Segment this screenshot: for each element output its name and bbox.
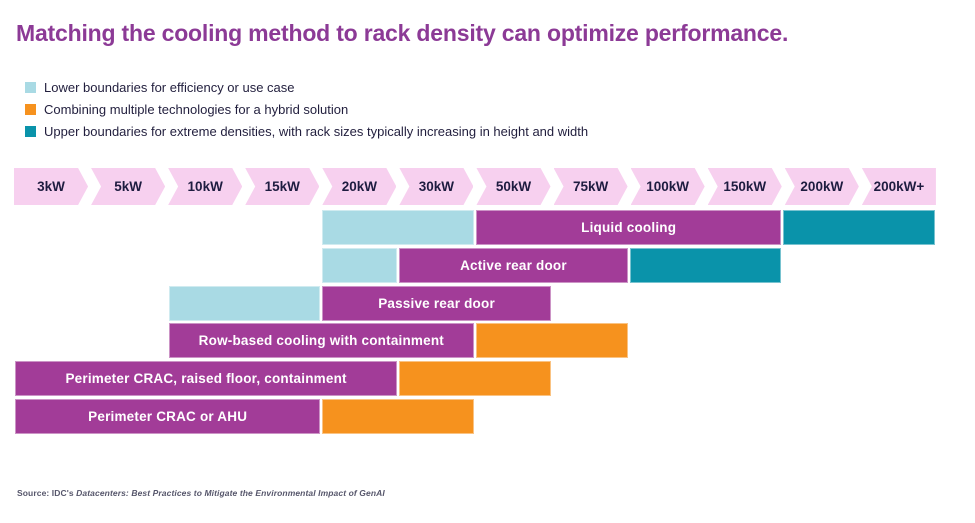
axis-segment-30kw: 30kW [399, 168, 473, 205]
bar-purple-perimeter-crac-raised-floor-containment: Perimeter CRAC, raised floor, containmen… [15, 361, 398, 396]
legend-label: Lower boundaries for efficiency or use c… [44, 79, 295, 95]
bar-purple-perimeter-crac-or-ahu: Perimeter CRAC or AHU [15, 399, 321, 434]
axis-segment-20kw: 20kW [322, 168, 396, 205]
legend-item-lower-boundaries: Lower boundaries for efficiency or use c… [25, 76, 588, 98]
bar-label: Perimeter CRAC or AHU [88, 409, 248, 424]
legend-item-upper-boundaries: Upper boundaries for extreme densities, … [25, 120, 588, 142]
legend-label: Upper boundaries for extreme densities, … [44, 123, 589, 139]
bar-lightblue-passive-rear-door [168, 286, 321, 321]
bar-purple-row-based-cooling-with-containment: Row-based cooling with containment [168, 323, 474, 358]
bar-lightblue-active-rear-door [322, 248, 398, 283]
page-title: Matching the cooling method to rack dens… [16, 20, 789, 46]
axis-segment-15kw: 15kW [245, 168, 319, 205]
axis-segment-150kw: 150kW [708, 168, 782, 205]
axis-segment-75kw: 75kW [554, 168, 628, 205]
axis-segment-200kwplus: 200kW+ [861, 168, 936, 205]
density-axis-chevron-band: 3kW 5kW 10kW 15kW 20kW 30kW 50kW 75kW 100kW 150kW… [14, 168, 936, 205]
legend-label: Combining multiple technologies for a hy… [44, 101, 349, 117]
axis-tick-label: 150kW [723, 179, 767, 194]
bar-label: Perimeter CRAC, raised floor, containmen… [65, 371, 347, 386]
source-prefix: Source: IDC's [17, 488, 77, 498]
legend-item-hybrid-solution: Combining multiple technologies for a hy… [25, 98, 588, 120]
bar-label: Passive rear door [378, 296, 495, 311]
orange-swatch-icon [25, 103, 36, 115]
axis-tick-label: 100kW [646, 179, 690, 194]
axis-segment-100kw: 100kW [631, 168, 705, 205]
bar-teal-active-rear-door [629, 248, 782, 283]
axis-segment-10kw: 10kW [168, 168, 242, 205]
axis-tick-label: 30kW [418, 179, 455, 194]
axis-tick-label: 3kW [37, 179, 65, 194]
axis-segment-50kw: 50kW [476, 168, 550, 205]
axis-segment-200kw: 200kW [785, 168, 859, 205]
axis-tick-label: 200kW+ [873, 179, 925, 194]
axis-tick-label: 10kW [187, 179, 223, 194]
axis-tick-label: 20kW [341, 179, 377, 194]
axis-segment-5kw: 5kW [91, 168, 165, 205]
source-note: Source: IDC's Datacenters: Best Practice… [17, 488, 385, 498]
bar-orange-perimeter-crac-or-ahu [322, 399, 474, 434]
axis-tick-label: 75kW [572, 179, 609, 194]
bar-label: Liquid cooling [581, 220, 677, 235]
teal-swatch-icon [25, 125, 36, 137]
axis-tick-label: 5kW [114, 179, 142, 194]
bar-label: Active rear door [460, 258, 567, 273]
axis-tick-label: 15kW [264, 179, 300, 194]
bar-label: Row-based cooling with containment [198, 333, 444, 348]
bar-lightblue-liquid-cooling [322, 210, 474, 245]
bar-orange-row-based-cooling-with-containment [476, 323, 628, 358]
bar-orange-perimeter-crac-raised-floor-containment [399, 361, 551, 396]
bar-teal-liquid-cooling [783, 210, 935, 245]
bar-purple-active-rear-door: Active rear door [399, 248, 628, 283]
axis-tick-label: 200kW [800, 179, 844, 194]
legend: Lower boundaries for efficiency or use c… [25, 76, 588, 142]
bar-purple-passive-rear-door: Passive rear door [322, 286, 551, 321]
bar-purple-liquid-cooling: Liquid cooling [476, 210, 782, 245]
lightblue-swatch-icon [25, 81, 36, 93]
axis-segment-3kw: 3kW [14, 168, 88, 205]
source-cited-title: Datacenters: Best Practices to Mitigate … [76, 488, 385, 498]
axis-tick-label: 50kW [495, 179, 532, 194]
